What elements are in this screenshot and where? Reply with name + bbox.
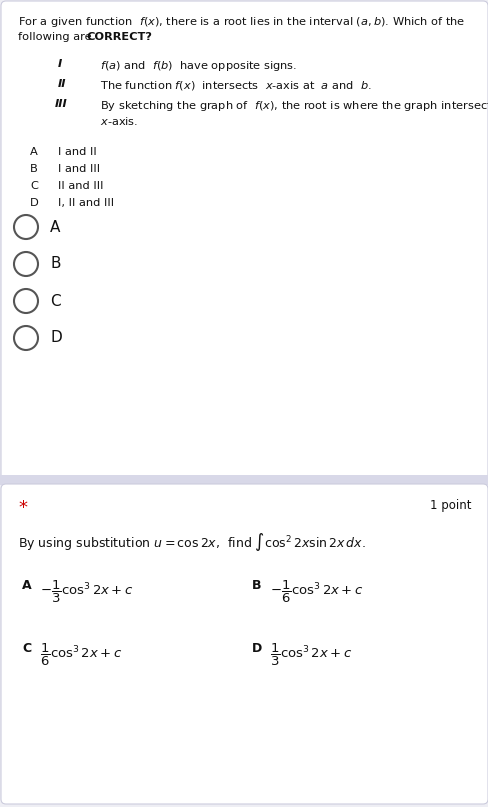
Text: I: I [58, 59, 62, 69]
Text: B: B [251, 579, 261, 592]
Text: 1 point: 1 point [428, 499, 470, 512]
Text: $\dfrac{1}{3}\cos^3 2x + c$: $\dfrac{1}{3}\cos^3 2x + c$ [269, 642, 352, 668]
Text: For a given function  $f(x)$, there is a root lies in the interval $(a,b)$. Whic: For a given function $f(x)$, there is a … [18, 15, 465, 29]
Text: C: C [22, 642, 31, 655]
Text: *: * [18, 499, 27, 517]
Text: D: D [30, 198, 39, 208]
Text: A: A [22, 579, 32, 592]
FancyBboxPatch shape [1, 484, 487, 804]
Text: $-\dfrac{1}{3}\cos^3 2x + c$: $-\dfrac{1}{3}\cos^3 2x + c$ [40, 579, 133, 605]
Text: II: II [58, 79, 66, 89]
Text: I and II: I and II [58, 147, 97, 157]
Text: $f(a)$ and  $f(b)$  have opposite signs.: $f(a)$ and $f(b)$ have opposite signs. [100, 59, 297, 73]
Text: I, II and III: I, II and III [58, 198, 114, 208]
Text: B: B [50, 257, 61, 271]
Text: By sketching the graph of  $f(x)$, the root is where the graph intersects the: By sketching the graph of $f(x)$, the ro… [100, 99, 488, 113]
Text: B: B [30, 164, 38, 174]
Text: C: C [50, 294, 61, 308]
Text: III: III [55, 99, 68, 109]
Bar [0, 475, 488, 485]
Text: D: D [50, 331, 61, 345]
Text: D: D [251, 642, 262, 655]
FancyBboxPatch shape [1, 1, 487, 480]
Text: II and III: II and III [58, 181, 103, 191]
Text: $x$-axis.: $x$-axis. [100, 115, 138, 127]
Text: CORRECT?: CORRECT? [86, 32, 152, 42]
Text: $-\dfrac{1}{6}\cos^3 2x + c$: $-\dfrac{1}{6}\cos^3 2x + c$ [269, 579, 363, 605]
Text: C: C [30, 181, 38, 191]
Text: A: A [30, 147, 38, 157]
Text: $\dfrac{1}{6}\cos^3 2x + c$: $\dfrac{1}{6}\cos^3 2x + c$ [40, 642, 122, 668]
Text: I and III: I and III [58, 164, 100, 174]
Text: By using substitution $u = \cos 2x$,  find $\int \cos^2 2x \sin 2x\, dx$.: By using substitution $u = \cos 2x$, fin… [18, 531, 365, 553]
Text: The function $f(x)$  intersects  $x$-axis at  $a$ and  $b$.: The function $f(x)$ intersects $x$-axis … [100, 79, 371, 92]
Text: following are: following are [18, 32, 95, 42]
Text: A: A [50, 220, 60, 235]
